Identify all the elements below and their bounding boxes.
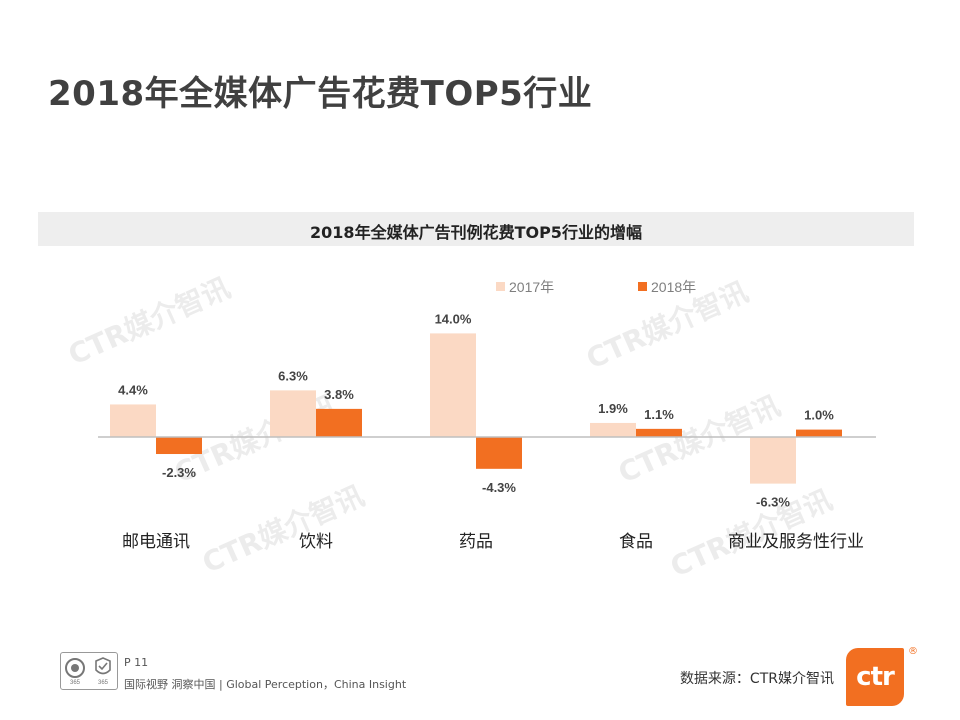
bar-series2 xyxy=(156,437,202,455)
slide-title: 2018年全媒体广告花费TOP5行业 xyxy=(48,74,593,114)
page-number: P 11 xyxy=(124,656,149,669)
bar-series2 xyxy=(316,408,362,437)
legend-swatch xyxy=(496,282,505,291)
bar-series2 xyxy=(636,428,682,437)
data-label: 1.1% xyxy=(644,407,674,422)
bar-series1 xyxy=(270,390,316,437)
certification-left-label: 365 xyxy=(70,680,81,685)
bar-series2 xyxy=(476,437,522,469)
certification-right-icon: 365 xyxy=(95,657,111,685)
data-label: 3.8% xyxy=(324,387,354,402)
category-label: 邮电通讯 xyxy=(122,532,190,551)
bar-series2 xyxy=(796,429,842,437)
certification-left-icon: 365 xyxy=(65,658,85,685)
footer-tagline: 国际视野 洞察中国 | Global Perception，China Insi… xyxy=(124,678,407,691)
data-label: 4.4% xyxy=(118,382,148,397)
chart-title: 2018年全媒体广告刊例花费TOP5行业的增幅 xyxy=(310,223,642,242)
data-label: 6.3% xyxy=(278,368,308,383)
legend-label: 2017年 xyxy=(509,279,554,295)
bar-series1 xyxy=(750,437,796,484)
legend-label: 2018年 xyxy=(651,279,696,295)
ctr-logo: ctr xyxy=(846,648,904,706)
legend-swatch xyxy=(638,282,647,291)
data-label: 1.9% xyxy=(598,401,628,416)
data-label: -6.3% xyxy=(756,495,790,510)
certification-badges: 365 365 xyxy=(60,652,118,690)
category-label: 商业及服务性行业 xyxy=(728,532,864,551)
data-label: 14.0% xyxy=(435,311,472,326)
registered-mark: ® xyxy=(908,646,918,657)
bar-series1 xyxy=(110,404,156,437)
data-source: 数据来源：CTR媒介智讯 xyxy=(679,671,834,687)
data-label: -4.3% xyxy=(482,480,516,495)
certification-right-label: 365 xyxy=(98,680,109,685)
bar-series1 xyxy=(430,333,476,437)
category-label: 饮料 xyxy=(299,532,333,551)
category-label: 药品 xyxy=(459,532,493,551)
data-label: 1.0% xyxy=(804,408,834,423)
bar-series1 xyxy=(590,422,636,437)
chart-title-band: 2018年全媒体广告刊例花费TOP5行业的增幅 xyxy=(38,212,914,246)
data-label: -2.3% xyxy=(162,465,196,480)
category-label: 食品 xyxy=(619,532,653,551)
